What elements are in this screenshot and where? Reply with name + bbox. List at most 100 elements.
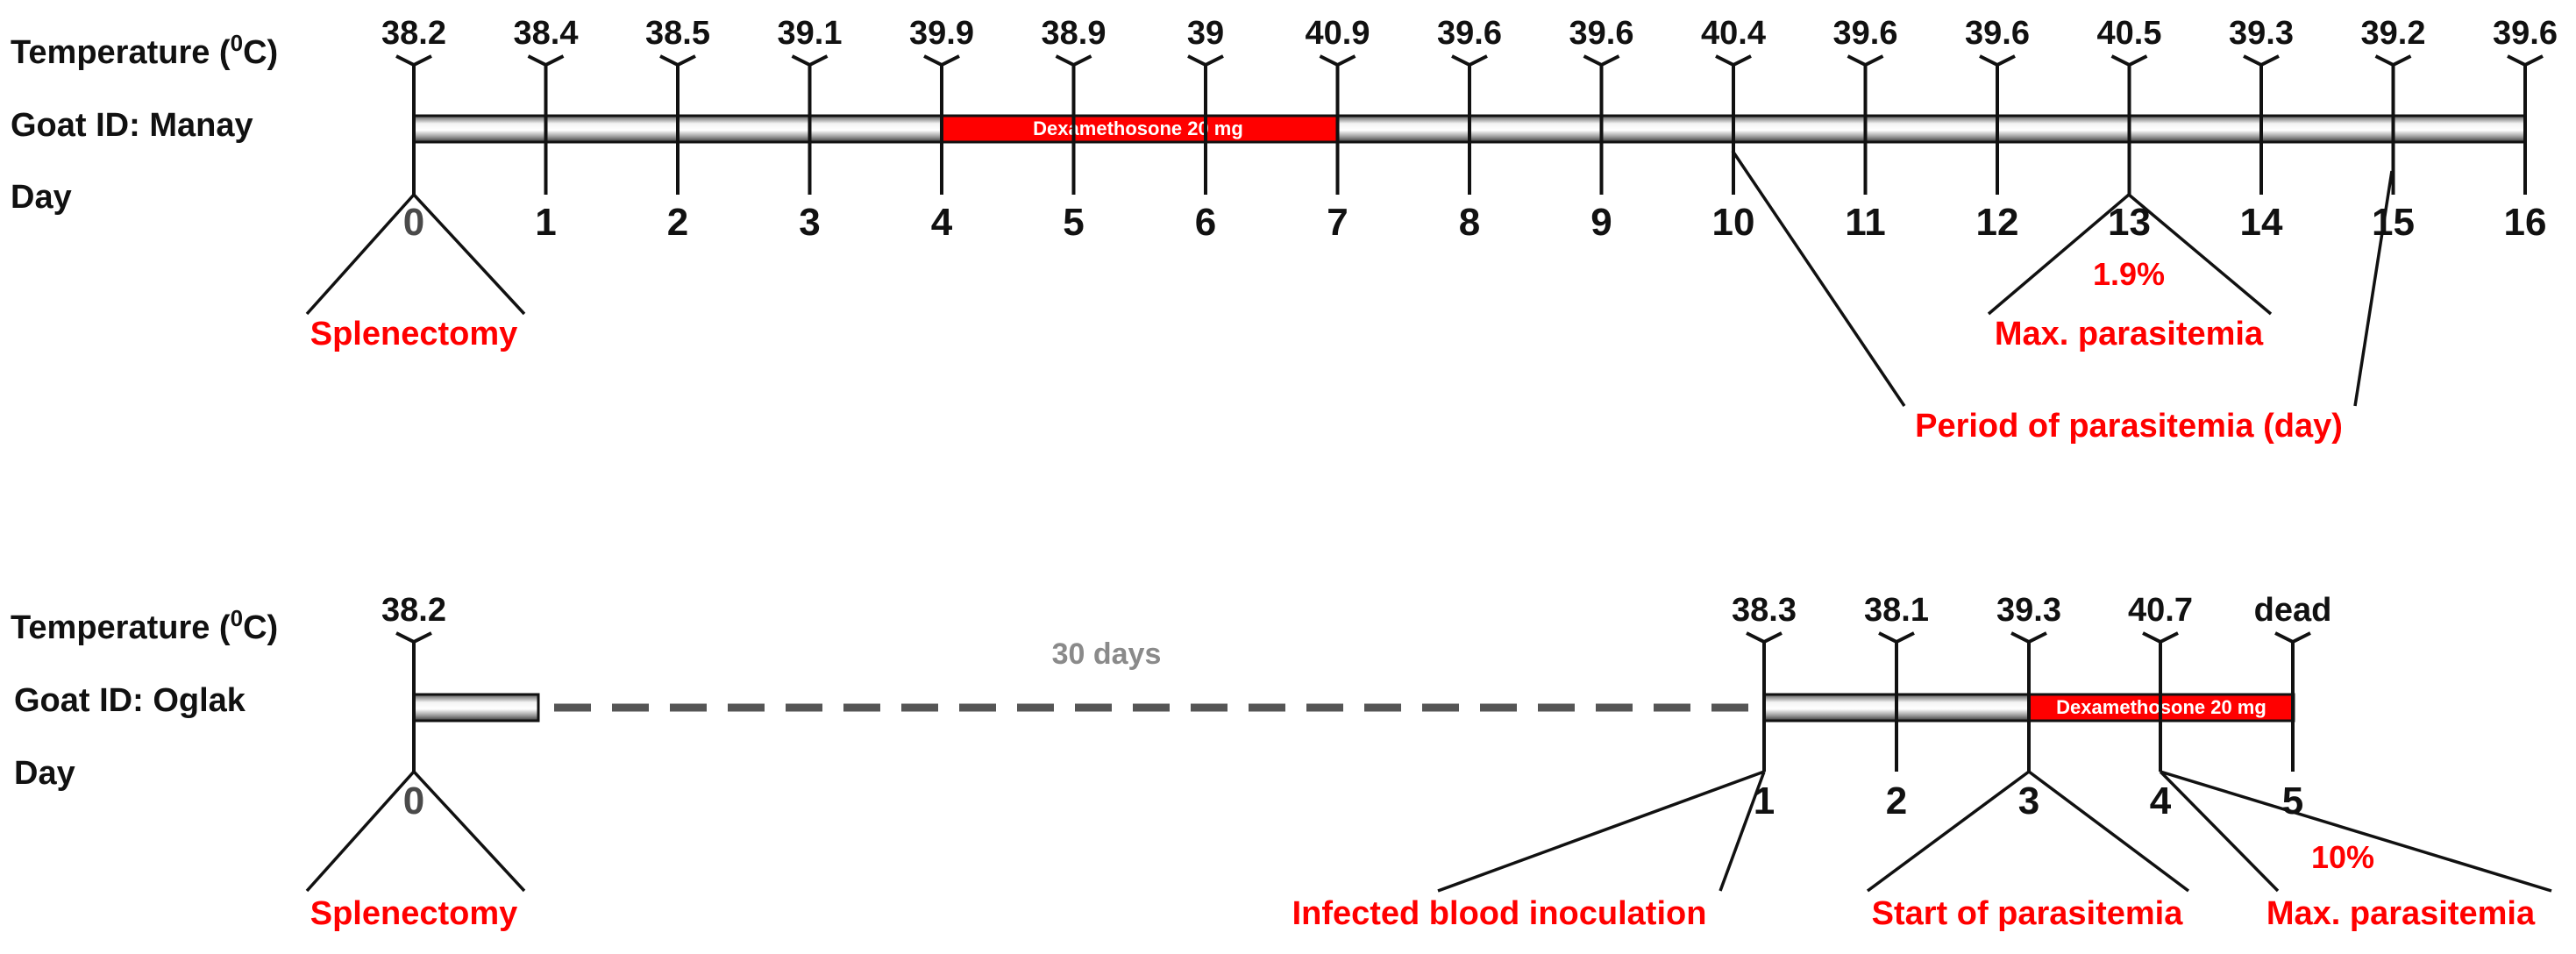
- day-tick: [1979, 54, 2016, 195]
- max-parasitemia-label: Max. parasitemia: [2266, 895, 2536, 932]
- day-number: 0: [403, 201, 424, 244]
- max-parasitemia-label: Max. parasitemia: [1995, 316, 2264, 352]
- temperature-value: 40.5: [2097, 15, 2162, 52]
- day-marker: 40.74: [2128, 592, 2193, 822]
- day-marker: 39.69: [1569, 15, 1634, 244]
- gap-label: 30 days: [1052, 637, 1162, 671]
- temperature-value: 39.6: [1569, 15, 1634, 52]
- day-number: 9: [1590, 201, 1612, 244]
- day-tick: [791, 54, 829, 195]
- temperature-value: 40.7: [2128, 592, 2193, 629]
- temperature-value: 39.3: [2229, 15, 2294, 52]
- day-number: 15: [2372, 201, 2415, 244]
- day-tick: [1319, 54, 1356, 195]
- day-number: 1: [535, 201, 556, 244]
- day-tick: [527, 54, 565, 195]
- day-number: 5: [2282, 780, 2303, 822]
- day-marker: 39.3 14: [2229, 15, 2294, 244]
- day-tick: [2110, 54, 2148, 195]
- day-row-label: Day: [14, 755, 75, 792]
- day-number: 4: [931, 201, 953, 244]
- day-marker: 39.6 11: [1833, 15, 1898, 244]
- goat-id-label: Goat ID: Oglak: [14, 682, 246, 719]
- day-tick: [2142, 631, 2179, 772]
- timeline-bar-start: [414, 694, 538, 721]
- day-number: 6: [1195, 201, 1216, 244]
- temperature-row-label: Temperature (0C): [11, 30, 278, 71]
- period-of-parasitemia-label: Period of parasitemia (day): [1915, 408, 2343, 445]
- max-parasitemia-value: 1.9%: [2093, 256, 2165, 292]
- temperature-value: 40.9: [1306, 15, 1370, 52]
- day-marker: 38.52: [645, 15, 710, 244]
- day-number: 5: [1063, 201, 1084, 244]
- day-number: 1: [1754, 780, 1775, 822]
- temperature-value: 38.2: [381, 15, 446, 52]
- day-tick: [1187, 54, 1224, 195]
- day-marker: 39.2 15: [2361, 15, 2426, 244]
- temperature-value: 39.2: [2361, 15, 2426, 52]
- temperature-value: 39.6: [1437, 15, 1502, 52]
- day-number: 2: [1886, 780, 1907, 822]
- day-marker: 38.20: [381, 15, 446, 244]
- temperature-value: 39.9: [909, 15, 974, 52]
- day-number: 10: [1712, 201, 1755, 244]
- temperature-row-label: Temperature (0C): [11, 605, 278, 646]
- temperature-value: 38.3: [1732, 592, 1797, 629]
- day-number: 3: [2018, 780, 2039, 822]
- splenectomy-label: Splenectomy: [310, 895, 518, 932]
- day-number: 2: [667, 201, 688, 244]
- temperature-value: 39.3: [1996, 592, 2061, 629]
- day-marker: 38.12: [1864, 592, 1929, 822]
- temperature-value: 38.5: [645, 15, 710, 52]
- day-marker: 39.33: [1996, 592, 2061, 822]
- goat-id-label: Goat ID: Manay: [11, 107, 253, 144]
- start-parasitemia-leader: [1866, 770, 2190, 893]
- temperature-value: 38.1: [1864, 592, 1929, 629]
- day-marker: 40.4 10: [1701, 15, 1766, 244]
- day-tick: [395, 631, 432, 772]
- temperature-value: 38.9: [1042, 15, 1107, 52]
- day-tick: [1746, 631, 1783, 772]
- day-marker: 40.97: [1306, 15, 1370, 244]
- day-marker: 39.6 12: [1965, 15, 2030, 244]
- day-number: 3: [799, 201, 820, 244]
- day-tick: [2274, 631, 2311, 772]
- period-of-parasitemia-leader: [1731, 150, 2394, 407]
- day-marker: dead 5: [2254, 592, 2332, 822]
- day-row-label: Day: [11, 179, 72, 216]
- day-marker: 39.13: [778, 15, 843, 244]
- temperature-value: 39.6: [2493, 15, 2558, 52]
- max-parasitemia-leader: [2159, 770, 2552, 893]
- day-marker: 38.41: [514, 15, 579, 244]
- day-tick: [1583, 54, 1620, 195]
- day-number: 4: [2150, 780, 2172, 822]
- temperature-value: 38.2: [381, 592, 446, 629]
- temperature-value: 39.1: [778, 15, 843, 52]
- day-number: 8: [1459, 201, 1480, 244]
- day-number: 12: [1976, 201, 2019, 244]
- splenectomy-leader: [305, 770, 526, 893]
- day-tick: [2507, 54, 2544, 195]
- day-marker: 39.68: [1437, 15, 1502, 244]
- day-tick: [2243, 54, 2280, 195]
- day-tick: [2010, 631, 2047, 772]
- day-tick: [1847, 54, 1884, 195]
- treatment-bar: [940, 116, 1336, 142]
- temperature-value: 39.6: [1965, 15, 2030, 52]
- inoculation-leader: [1437, 770, 1766, 893]
- inoculation-label: Infected blood inoculation: [1292, 895, 1707, 932]
- day-tick: [395, 54, 432, 195]
- day-marker: 39 6: [1187, 15, 1224, 244]
- day-tick: [659, 54, 696, 195]
- start-parasitemia-label: Start of parasitemia: [1872, 895, 2184, 932]
- day-tick: [2374, 54, 2412, 195]
- day-tick: [1055, 54, 1092, 195]
- day-number: 14: [2240, 201, 2283, 244]
- day-marker: 39.6 16: [2493, 15, 2558, 244]
- temperature-value: 39: [1187, 15, 1224, 52]
- day-marker: 38.95: [1042, 15, 1107, 244]
- day-tick: [1878, 631, 1915, 772]
- max-parasitemia-leader: [1987, 193, 2273, 316]
- temperature-value: 40.4: [1701, 15, 1766, 52]
